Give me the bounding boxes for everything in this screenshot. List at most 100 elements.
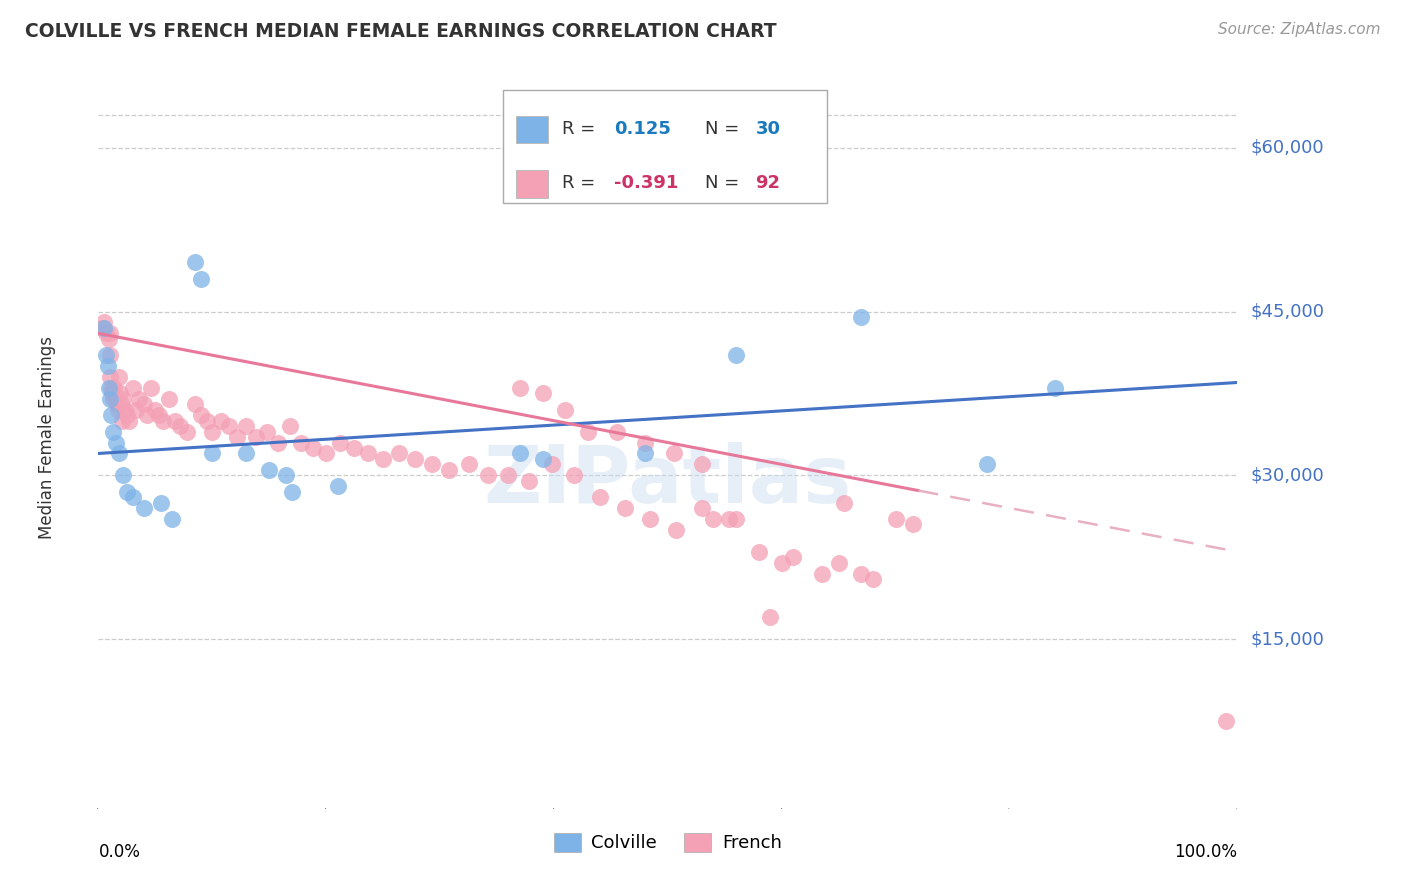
Point <box>96 326 118 341</box>
Point <box>108 370 131 384</box>
Point <box>209 414 232 428</box>
Point <box>195 414 218 428</box>
Point <box>576 425 599 439</box>
Point <box>725 512 748 526</box>
Point <box>115 409 138 423</box>
Point <box>477 468 499 483</box>
Point <box>114 402 136 417</box>
Point <box>139 381 162 395</box>
Point <box>103 392 125 406</box>
Point <box>357 446 380 460</box>
Point <box>834 495 856 509</box>
Point <box>152 414 174 428</box>
Point <box>662 446 685 460</box>
Point <box>810 566 832 581</box>
Point <box>531 451 554 466</box>
Point <box>690 458 713 472</box>
Text: R =: R = <box>562 120 595 137</box>
Point <box>96 348 118 362</box>
Text: ZIPatlas: ZIPatlas <box>484 442 852 520</box>
Point <box>110 397 132 411</box>
Point <box>718 512 741 526</box>
Point <box>613 501 636 516</box>
Point <box>256 425 278 439</box>
Point <box>112 468 135 483</box>
Text: N =: N = <box>706 174 740 192</box>
Point <box>851 566 873 581</box>
Point <box>98 370 121 384</box>
Point <box>606 425 628 439</box>
Point <box>100 381 122 395</box>
Point <box>201 446 224 460</box>
Point <box>245 430 267 444</box>
Text: -0.391: -0.391 <box>614 174 679 192</box>
Point <box>976 458 998 472</box>
Point <box>278 419 301 434</box>
Point <box>725 348 748 362</box>
Point <box>634 435 657 450</box>
Point <box>218 419 240 434</box>
Point <box>748 545 770 559</box>
Point <box>148 409 170 423</box>
Text: 100.0%: 100.0% <box>1174 843 1237 861</box>
Point <box>564 468 586 483</box>
Point <box>315 446 337 460</box>
Text: 30: 30 <box>755 120 780 137</box>
Point <box>828 556 851 570</box>
Point <box>169 419 191 434</box>
Text: 0.0%: 0.0% <box>98 843 141 861</box>
Point <box>104 435 127 450</box>
Text: Median Female Earnings: Median Female Earnings <box>38 335 56 539</box>
Point <box>326 479 349 493</box>
Point <box>404 451 426 466</box>
Point <box>554 402 576 417</box>
Point <box>96 359 118 373</box>
Text: $45,000: $45,000 <box>1251 302 1324 320</box>
Legend: Colville, French: Colville, French <box>547 826 789 860</box>
Text: R =: R = <box>562 174 595 192</box>
Point <box>103 425 125 439</box>
Point <box>100 409 122 423</box>
Point <box>184 397 207 411</box>
Point <box>150 495 173 509</box>
Point <box>111 414 134 428</box>
Point <box>235 446 257 460</box>
Point <box>267 435 290 450</box>
Point <box>509 381 531 395</box>
Point <box>108 446 131 460</box>
Point <box>145 402 167 417</box>
Point <box>90 321 112 335</box>
FancyBboxPatch shape <box>503 90 827 203</box>
Point <box>862 572 884 586</box>
Point <box>235 419 257 434</box>
FancyBboxPatch shape <box>516 116 548 144</box>
Point <box>163 414 186 428</box>
Point <box>98 326 121 341</box>
Point <box>190 272 212 286</box>
Point <box>104 392 127 406</box>
Text: 92: 92 <box>755 174 780 192</box>
Point <box>1043 381 1066 395</box>
Point <box>517 474 540 488</box>
Point <box>901 517 924 532</box>
Point <box>276 468 298 483</box>
Point <box>437 463 460 477</box>
Point <box>420 458 443 472</box>
Point <box>290 435 312 450</box>
Point <box>851 310 873 324</box>
Point <box>702 512 724 526</box>
Point <box>540 458 562 472</box>
Point <box>665 523 688 537</box>
Text: $30,000: $30,000 <box>1251 467 1324 484</box>
Point <box>226 430 249 444</box>
Point <box>118 414 141 428</box>
Point <box>121 490 143 504</box>
Point <box>93 315 115 329</box>
Point <box>509 446 531 460</box>
Text: COLVILLE VS FRENCH MEDIAN FEMALE EARNINGS CORRELATION CHART: COLVILLE VS FRENCH MEDIAN FEMALE EARNING… <box>25 22 778 41</box>
Point <box>770 556 793 570</box>
Point <box>457 458 479 472</box>
Point <box>634 446 657 460</box>
Point <box>498 468 520 483</box>
Point <box>176 425 198 439</box>
